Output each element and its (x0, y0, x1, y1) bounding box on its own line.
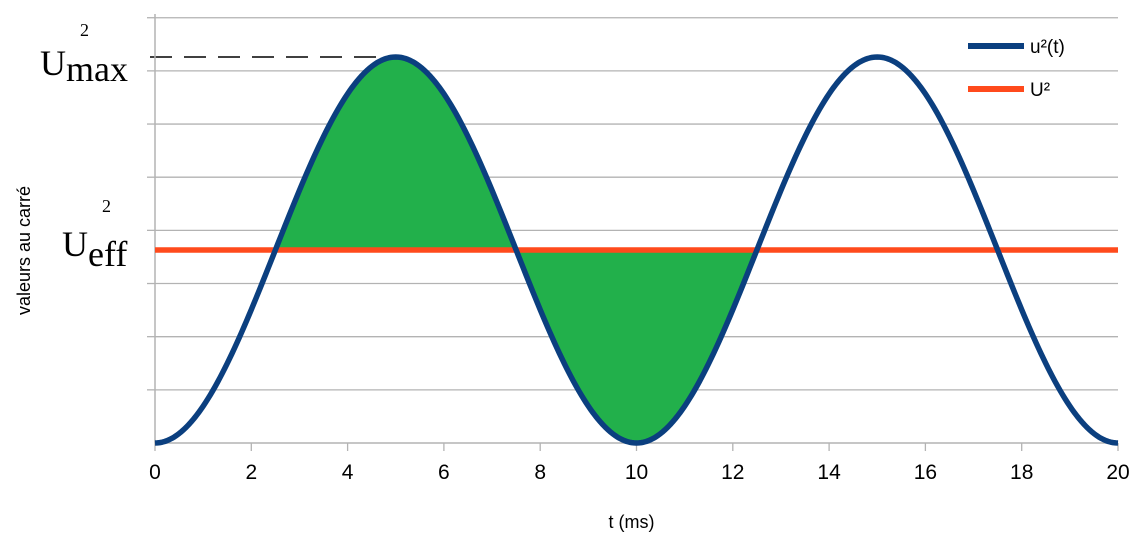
x-tick-label: 14 (817, 461, 841, 484)
series-line-u2t (154, 54, 1119, 446)
x-tick-label: 6 (438, 461, 450, 484)
svg-text:Umax: Umax (40, 43, 128, 89)
y-axis-title: valeurs au carré (14, 186, 34, 315)
x-tick-label: 2 (245, 461, 257, 484)
legend: u²(t) U² (968, 37, 1065, 101)
x-axis-title: t (ms) (609, 512, 655, 532)
x-tick-label: 8 (534, 461, 546, 484)
ueff-label-main: U (62, 224, 88, 264)
x-ticks: 0 2 4 6 8 10 12 14 16 18 20 (149, 443, 1130, 484)
ueff-label-sub: eff (88, 234, 127, 274)
legend-label-u2: U² (1030, 80, 1050, 101)
x-tick-label: 12 (721, 461, 744, 484)
x-tick-label: 4 (342, 461, 354, 484)
svg-text:Ueff: Ueff (62, 224, 127, 274)
ueff-label-sup: 2 (102, 196, 111, 216)
umax-label-main: U (40, 43, 66, 83)
x-tick-label: 16 (914, 461, 937, 484)
umax-label-sub: max (66, 49, 128, 89)
x-tick-label: 0 (149, 461, 161, 484)
x-tick-label: 10 (625, 461, 648, 484)
umax-label-sup: 2 (80, 20, 89, 40)
umax-label: Umax 2 (40, 20, 128, 89)
x-tick-label: 18 (1010, 461, 1033, 484)
ueff-label: Ueff 2 (62, 196, 127, 274)
legend-label-u2t: u²(t) (1030, 37, 1065, 58)
series-lines (154, 54, 1119, 446)
x-tick-label: 20 (1106, 461, 1129, 484)
